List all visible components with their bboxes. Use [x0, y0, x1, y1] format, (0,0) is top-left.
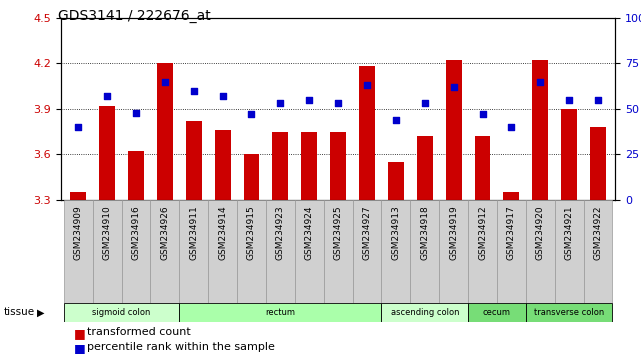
Text: GSM234917: GSM234917	[507, 205, 516, 260]
Text: GSM234915: GSM234915	[247, 205, 256, 260]
Text: GSM234909: GSM234909	[74, 205, 83, 260]
Point	[362, 82, 372, 88]
Bar	[244, 154, 260, 200]
Point	[420, 101, 430, 106]
Point	[391, 117, 401, 122]
Text: GSM234912: GSM234912	[478, 205, 487, 260]
Bar	[99, 106, 115, 200]
Bar	[157, 63, 173, 200]
Bar	[410, 200, 439, 303]
Text: GSM234927: GSM234927	[363, 205, 372, 260]
Text: ■: ■	[74, 327, 85, 341]
Point	[449, 84, 459, 90]
Point	[535, 79, 545, 84]
Text: GSM234925: GSM234925	[333, 205, 343, 260]
Bar	[179, 303, 381, 322]
Text: transformed count: transformed count	[87, 327, 190, 337]
Text: GSM234924: GSM234924	[304, 205, 313, 259]
Text: percentile rank within the sample: percentile rank within the sample	[87, 342, 274, 352]
Text: sigmoid colon: sigmoid colon	[92, 308, 151, 317]
Text: ▶: ▶	[37, 307, 45, 318]
Bar	[474, 136, 490, 200]
Bar	[179, 200, 208, 303]
Point	[506, 124, 517, 130]
Point	[217, 93, 228, 99]
Bar	[497, 200, 526, 303]
Bar	[359, 66, 375, 200]
Bar	[468, 200, 497, 303]
Point	[246, 112, 256, 117]
Bar	[503, 193, 519, 200]
Bar	[388, 162, 404, 200]
Text: GSM234918: GSM234918	[420, 205, 429, 260]
Bar	[445, 60, 462, 200]
Text: GSM234916: GSM234916	[131, 205, 140, 260]
Text: GSM234913: GSM234913	[392, 205, 401, 260]
Text: GSM234921: GSM234921	[565, 205, 574, 260]
Bar	[64, 303, 179, 322]
Bar	[71, 193, 86, 200]
Bar	[295, 200, 324, 303]
Text: GSM234923: GSM234923	[276, 205, 285, 260]
Bar	[532, 60, 548, 200]
Bar	[93, 200, 122, 303]
Bar	[417, 136, 433, 200]
Bar	[381, 200, 410, 303]
Point	[160, 79, 170, 84]
Point	[188, 88, 199, 93]
Text: transverse colon: transverse colon	[534, 308, 604, 317]
Bar	[301, 132, 317, 200]
Text: GSM234911: GSM234911	[189, 205, 198, 260]
Text: GSM234910: GSM234910	[103, 205, 112, 260]
Text: GSM234922: GSM234922	[594, 205, 603, 259]
Point	[131, 110, 141, 115]
Bar	[324, 200, 353, 303]
Bar	[468, 303, 526, 322]
Text: cecum: cecum	[483, 308, 511, 317]
Text: tissue: tissue	[3, 307, 35, 318]
Point	[275, 101, 285, 106]
Point	[304, 97, 314, 103]
Bar	[272, 132, 288, 200]
Point	[478, 112, 488, 117]
Text: GSM234920: GSM234920	[536, 205, 545, 260]
Bar	[562, 109, 577, 200]
Text: rectum: rectum	[265, 308, 296, 317]
Bar	[151, 200, 179, 303]
Text: GDS3141 / 222676_at: GDS3141 / 222676_at	[58, 9, 210, 23]
Bar	[266, 200, 295, 303]
Point	[593, 97, 603, 103]
Bar	[583, 200, 612, 303]
Bar	[590, 127, 606, 200]
Bar	[439, 200, 468, 303]
Point	[73, 124, 83, 130]
Point	[102, 93, 112, 99]
Bar	[64, 200, 93, 303]
Bar	[128, 152, 144, 200]
Bar	[237, 200, 266, 303]
Text: GSM234914: GSM234914	[218, 205, 227, 260]
Point	[333, 101, 344, 106]
Bar	[381, 303, 468, 322]
Bar	[330, 132, 346, 200]
Bar	[186, 121, 202, 200]
Bar	[526, 303, 612, 322]
Bar	[215, 130, 231, 200]
Bar	[554, 200, 583, 303]
Text: GSM234926: GSM234926	[160, 205, 169, 260]
Point	[564, 97, 574, 103]
Text: ■: ■	[74, 342, 85, 354]
Bar	[353, 200, 381, 303]
Text: GSM234919: GSM234919	[449, 205, 458, 260]
Bar	[526, 200, 554, 303]
Text: ascending colon: ascending colon	[390, 308, 459, 317]
Bar	[122, 200, 151, 303]
Bar	[208, 200, 237, 303]
